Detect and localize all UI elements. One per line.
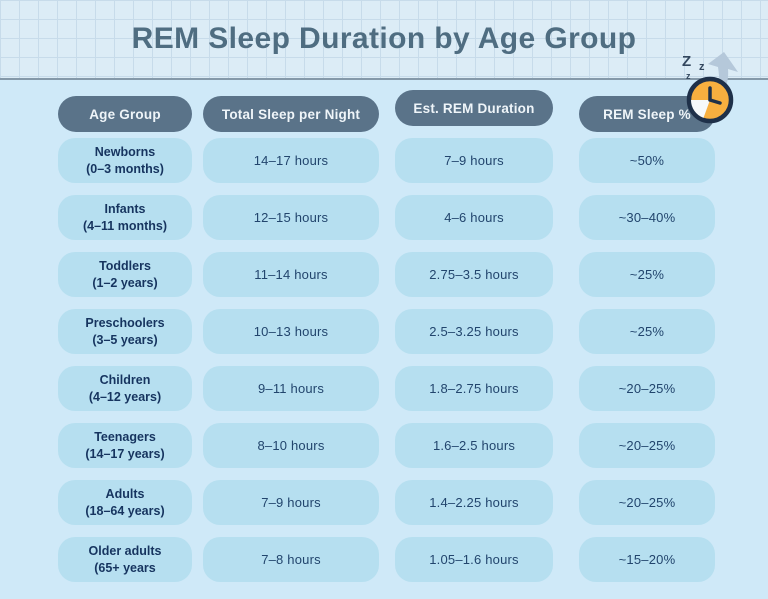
total-sleep-value: 7–8 hours bbox=[261, 552, 321, 567]
total-sleep-value: 11–14 hours bbox=[254, 267, 328, 282]
column-header-label: Age Group bbox=[89, 106, 161, 122]
rem-percent-value: ~20–25% bbox=[618, 495, 676, 510]
age-group-name: Newborns bbox=[94, 144, 156, 159]
age-group-range: (4–12 years) bbox=[88, 389, 162, 404]
cell-age-group: Toddlers (1–2 years) bbox=[58, 252, 192, 297]
cell-rem-percent: ~20–25% bbox=[579, 480, 715, 525]
age-group-name: Preschoolers bbox=[85, 315, 165, 330]
rem-duration-value: 7–9 hours bbox=[444, 153, 504, 168]
rem-duration-value: 2.75–3.5 hours bbox=[429, 267, 519, 282]
clock-icon bbox=[686, 76, 734, 124]
rem-percent-value: ~25% bbox=[629, 324, 665, 339]
cell-rem-percent: ~20–25% bbox=[579, 366, 715, 411]
cell-total-sleep: 11–14 hours bbox=[203, 252, 379, 297]
cell-age-group: Teenagers (14–17 years) bbox=[58, 423, 192, 468]
header-divider-line bbox=[0, 78, 768, 80]
cell-rem-duration: 1.6–2.5 hours bbox=[395, 423, 553, 468]
cell-total-sleep: 12–15 hours bbox=[203, 195, 379, 240]
cell-rem-percent: ~30–40% bbox=[579, 195, 715, 240]
column-header-label: Total Sleep per Night bbox=[221, 106, 361, 122]
column-header-age-group: Age Group bbox=[58, 96, 192, 132]
column-header-total-sleep: Total Sleep per Night bbox=[203, 96, 379, 132]
rem-duration-value: 1.4–2.25 hours bbox=[429, 495, 519, 510]
page-title: REM Sleep Duration by Age Group bbox=[131, 22, 637, 55]
cell-age-group: Adults (18–64 years) bbox=[58, 480, 192, 525]
age-group-name: Children bbox=[99, 372, 151, 387]
age-group-name: Toddlers bbox=[99, 258, 151, 273]
age-group-range: (65+ years bbox=[94, 560, 156, 575]
cell-age-group: Infants (4–11 months) bbox=[58, 195, 192, 240]
cell-rem-percent: ~15–20% bbox=[579, 537, 715, 582]
age-group-name: Adults bbox=[105, 486, 145, 501]
age-group-range: (1–2 years) bbox=[92, 275, 158, 290]
cell-rem-percent: ~20–25% bbox=[579, 423, 715, 468]
age-group-name: Older adults bbox=[88, 543, 162, 558]
cell-rem-percent: ~25% bbox=[579, 252, 715, 297]
total-sleep-value: 12–15 hours bbox=[253, 210, 329, 225]
rem-percent-value: ~50% bbox=[629, 153, 665, 168]
rem-duration-value: 1.05–1.6 hours bbox=[429, 552, 519, 567]
rem-duration-value: 2.5–3.25 hours bbox=[429, 324, 519, 339]
rem-percent-value: ~15–20% bbox=[618, 552, 676, 567]
age-group-range: (18–64 years) bbox=[85, 503, 165, 518]
column-header-label: Est. REM Duration bbox=[413, 100, 535, 116]
zzz-icon: Z bbox=[682, 53, 692, 70]
cell-rem-duration: 2.5–3.25 hours bbox=[395, 309, 553, 354]
age-group-name: Teenagers bbox=[94, 429, 156, 444]
cell-total-sleep: 9–11 hours bbox=[203, 366, 379, 411]
age-group-range: (3–5 years) bbox=[92, 332, 158, 347]
cell-rem-duration: 7–9 hours bbox=[395, 138, 553, 183]
total-sleep-value: 9–11 hours bbox=[257, 381, 325, 396]
rem-duration-value: 4–6 hours bbox=[444, 210, 504, 225]
column-header-label: REM Sleep % bbox=[603, 106, 691, 122]
cell-age-group: Preschoolers (3–5 years) bbox=[58, 309, 192, 354]
rem-percent-value: ~25% bbox=[629, 267, 665, 282]
title-band-grid-background bbox=[0, 0, 768, 78]
cell-rem-duration: 1.4–2.25 hours bbox=[395, 480, 553, 525]
cell-rem-duration: 1.8–2.75 hours bbox=[395, 366, 553, 411]
cell-total-sleep: 8–10 hours bbox=[203, 423, 379, 468]
cell-total-sleep: 7–8 hours bbox=[203, 537, 379, 582]
age-group-range: (0–3 months) bbox=[86, 161, 164, 176]
rem-percent-value: ~20–25% bbox=[618, 438, 676, 453]
age-group-range: (14–17 years) bbox=[85, 446, 165, 461]
total-sleep-value: 8–10 hours bbox=[257, 438, 325, 453]
rem-duration-value: 1.8–2.75 hours bbox=[429, 381, 519, 396]
arrow-up-icon bbox=[708, 52, 738, 102]
cell-age-group: Children (4–12 years) bbox=[58, 366, 192, 411]
rem-percent-value: ~30–40% bbox=[618, 210, 676, 225]
rem-percent-value: ~20–25% bbox=[618, 381, 676, 396]
zzz-icon: z bbox=[699, 61, 705, 73]
total-sleep-value: 10–13 hours bbox=[253, 324, 329, 339]
total-sleep-value: 7–9 hours bbox=[261, 495, 321, 510]
cell-rem-duration: 4–6 hours bbox=[395, 195, 553, 240]
rem-duration-value: 1.6–2.5 hours bbox=[432, 438, 516, 453]
cell-rem-percent: ~50% bbox=[579, 138, 715, 183]
column-header-rem-duration: Est. REM Duration bbox=[395, 90, 553, 126]
cell-age-group: Newborns (0–3 months) bbox=[58, 138, 192, 183]
age-group-range: (4–11 months) bbox=[82, 218, 168, 233]
cell-total-sleep: 10–13 hours bbox=[203, 309, 379, 354]
cell-age-group: Older adults (65+ years bbox=[58, 537, 192, 582]
total-sleep-value: 14–17 hours bbox=[253, 153, 329, 168]
age-group-name: Infants bbox=[104, 201, 146, 216]
cell-rem-duration: 1.05–1.6 hours bbox=[395, 537, 553, 582]
sleeping-clock-illustration: Z z z bbox=[674, 48, 762, 136]
zzz-icon: z bbox=[686, 71, 691, 81]
cell-total-sleep: 7–9 hours bbox=[203, 480, 379, 525]
cell-rem-percent: ~25% bbox=[579, 309, 715, 354]
cell-rem-duration: 2.75–3.5 hours bbox=[395, 252, 553, 297]
cell-total-sleep: 14–17 hours bbox=[203, 138, 379, 183]
